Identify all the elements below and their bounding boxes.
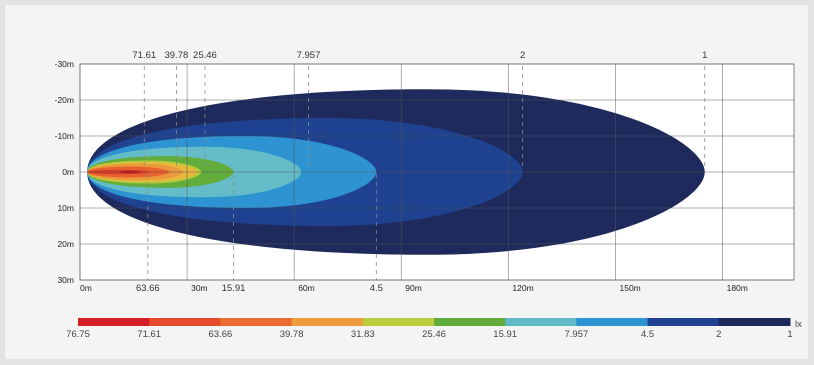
legend-swatch <box>647 318 720 326</box>
legend-swatch <box>220 318 293 326</box>
y-tick-label: -10m <box>55 131 74 141</box>
marker-label-top: 71.61 <box>132 50 156 61</box>
x-tick-label: 120m <box>512 283 533 293</box>
marker-lines <box>143 66 706 280</box>
x-tick-label: 30m <box>191 283 208 293</box>
legend-label: 7.957 <box>565 329 589 340</box>
x-tick-label: 0m <box>80 283 92 293</box>
legend-label: 63.66 <box>209 329 233 340</box>
legend-label: 1 <box>787 329 792 340</box>
legend: 76.75 71.61 63.66 39.78 31.83 25.46 15.91 7.957… <box>66 318 802 340</box>
marker-label-top: 25.46 <box>193 50 217 61</box>
legend-label: 76.75 <box>66 329 90 340</box>
x-tick-label: 60m <box>298 283 315 293</box>
legend-swatch <box>149 318 221 326</box>
x-tick-label: 180m <box>727 283 748 293</box>
legend-swatch <box>291 318 364 326</box>
marker-label-bottom: 63.66 <box>136 283 160 294</box>
y-tick-label: 30m <box>57 275 74 285</box>
x-tick-label: 90m <box>405 283 422 293</box>
legend-swatch <box>718 318 791 326</box>
legend-swatch <box>505 318 577 326</box>
marker-label-bottom: 4.5 <box>370 283 383 294</box>
marker-label-top: 1 <box>702 50 707 61</box>
y-tick-label: 0m <box>62 167 74 177</box>
legend-swatch <box>576 318 649 326</box>
legend-label: 2 <box>716 329 721 340</box>
y-tick-label: -30m <box>55 59 74 69</box>
legend-swatch <box>78 318 150 326</box>
legend-label: 25.46 <box>422 329 446 340</box>
legend-swatch <box>362 318 435 326</box>
plot-border <box>79 63 795 281</box>
marker-label-bottom: 15.91 <box>222 283 246 294</box>
legend-label: 4.5 <box>641 329 654 340</box>
y-tick-label: -20m <box>55 95 74 105</box>
marker-label-top: 2 <box>520 50 525 61</box>
y-tick-label: 10m <box>57 203 74 213</box>
legend-label: 15.91 <box>493 329 517 340</box>
marker-label-top: 7.957 <box>297 50 321 61</box>
y-tick-label: 20m <box>57 239 74 249</box>
legend-swatch <box>434 318 506 326</box>
legend-label: 31.83 <box>351 329 375 340</box>
marker-label-top: 39.78 <box>164 50 188 61</box>
x-tick-label: 150m <box>620 283 641 293</box>
legend-label: 71.61 <box>137 329 161 340</box>
legend-label: 39.78 <box>280 329 304 340</box>
legend-unit: lx <box>795 319 802 330</box>
